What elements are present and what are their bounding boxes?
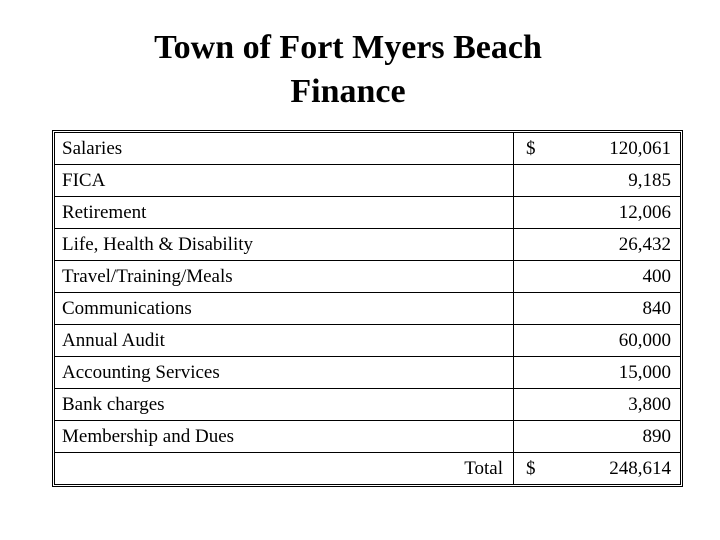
total-label: Total bbox=[54, 452, 514, 485]
row-label: FICA bbox=[54, 164, 514, 197]
total-row: Total $ 248,614 bbox=[54, 452, 681, 485]
title-line-2: Finance bbox=[290, 73, 406, 110]
page-title: Town of Fort Myers Beach Finance bbox=[48, 26, 648, 114]
budget-table: Salaries $ 120,061 FICA 9,185 Retirement… bbox=[52, 130, 683, 487]
table-row: Membership and Dues 890 bbox=[54, 420, 681, 453]
row-label: Annual Audit bbox=[54, 324, 514, 357]
row-amount: 15,000 bbox=[618, 361, 671, 383]
row-label: Life, Health & Disability bbox=[54, 228, 514, 261]
row-label: Salaries bbox=[54, 132, 514, 165]
row-label: Bank charges bbox=[54, 388, 514, 421]
row-amount-cell: $ 120,061 bbox=[513, 132, 681, 165]
row-amount-cell: 60,000 bbox=[513, 324, 681, 357]
row-amount-cell: 400 bbox=[513, 260, 681, 293]
title-line-1: Town of Fort Myers Beach bbox=[154, 29, 542, 66]
row-amount: 26,432 bbox=[618, 233, 671, 255]
table-row: Accounting Services 15,000 bbox=[54, 356, 681, 389]
row-amount-cell: 9,185 bbox=[513, 164, 681, 197]
table-row: Retirement 12,006 bbox=[54, 196, 681, 229]
table-row: Salaries $ 120,061 bbox=[54, 132, 681, 165]
row-amount: 400 bbox=[642, 265, 672, 287]
row-label: Communications bbox=[54, 292, 514, 325]
total-amount: 248,614 bbox=[609, 457, 671, 479]
row-amount: 890 bbox=[642, 425, 672, 447]
table-row: Travel/Training/Meals 400 bbox=[54, 260, 681, 293]
row-label: Retirement bbox=[54, 196, 514, 229]
currency-symbol: $ bbox=[526, 457, 536, 479]
row-label: Membership and Dues bbox=[54, 420, 514, 453]
currency-symbol: $ bbox=[526, 137, 536, 159]
row-amount-cell: 26,432 bbox=[513, 228, 681, 261]
table-row: Communications 840 bbox=[54, 292, 681, 325]
row-amount: 840 bbox=[642, 297, 672, 319]
table-row: Bank charges 3,800 bbox=[54, 388, 681, 421]
table-row: FICA 9,185 bbox=[54, 164, 681, 197]
table-row: Life, Health & Disability 26,432 bbox=[54, 228, 681, 261]
row-label: Accounting Services bbox=[54, 356, 514, 389]
row-amount-cell: 890 bbox=[513, 420, 681, 453]
row-amount-cell: 15,000 bbox=[513, 356, 681, 389]
row-amount: 9,185 bbox=[628, 169, 671, 191]
table-row: Annual Audit 60,000 bbox=[54, 324, 681, 357]
row-amount-cell: 840 bbox=[513, 292, 681, 325]
row-label: Travel/Training/Meals bbox=[54, 260, 514, 293]
row-amount-cell: 12,006 bbox=[513, 196, 681, 229]
row-amount: 120,061 bbox=[609, 137, 671, 159]
row-amount: 60,000 bbox=[618, 329, 671, 351]
row-amount: 3,800 bbox=[628, 393, 671, 415]
row-amount: 12,006 bbox=[618, 201, 671, 223]
row-amount-cell: 3,800 bbox=[513, 388, 681, 421]
total-amount-cell: $ 248,614 bbox=[513, 452, 681, 485]
